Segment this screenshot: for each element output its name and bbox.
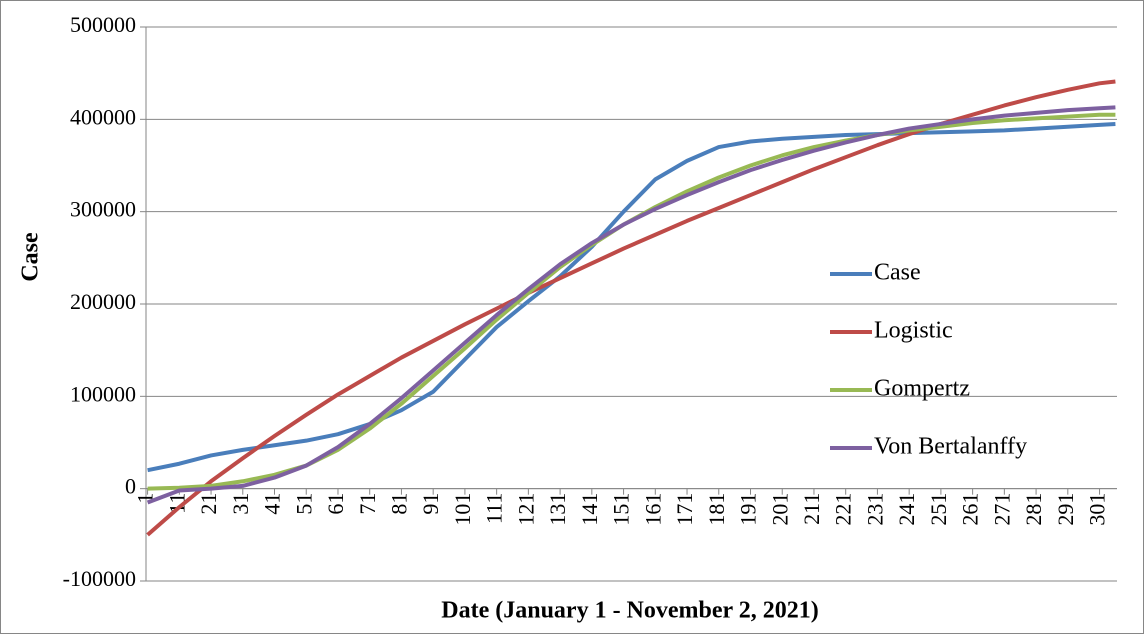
x-tick-label: 161 — [640, 493, 665, 526]
y-tick-label: 400000 — [70, 104, 136, 129]
x-tick-label: 111 — [482, 493, 507, 524]
x-tick-label: 51 — [291, 493, 316, 515]
y-tick-label: -100000 — [63, 566, 136, 591]
x-tick-label: 11 — [164, 493, 189, 514]
x-tick-label: 91 — [418, 493, 443, 515]
line-series — [147, 121, 1116, 473]
x-tick-label: 151 — [609, 493, 634, 526]
x-tick-label: 41 — [260, 493, 285, 515]
x-tick-label: 231 — [862, 493, 887, 526]
x-tick-label: 1 — [133, 493, 158, 504]
x-tick-label: 221 — [831, 493, 856, 526]
x-tick-label: 31 — [228, 493, 253, 515]
x-tick-label: 71 — [355, 493, 380, 515]
x-tick-label: 141 — [577, 493, 602, 526]
legend-label: Logistic — [874, 318, 953, 344]
x-tick-label: 251 — [926, 493, 951, 526]
x-tick-label: 181 — [704, 493, 729, 526]
x-tick-label: 121 — [513, 493, 538, 526]
x-tick-label: 101 — [450, 493, 475, 526]
x-tick-label: 291 — [1053, 493, 1078, 526]
x-tick-label: 61 — [323, 493, 348, 515]
x-tick-label: 301 — [1085, 493, 1110, 526]
x-tick-label: 191 — [736, 493, 761, 526]
x-tick-label: 271 — [989, 493, 1014, 526]
line-series — [146, 79, 1116, 537]
x-tick-label: 241 — [894, 493, 919, 526]
y-tick-label: 500000 — [70, 12, 136, 37]
x-tick-label: 281 — [1021, 493, 1046, 526]
legend-label: Gompertz — [874, 376, 970, 402]
y-tick-label: 0 — [125, 474, 136, 499]
x-tick-label: 261 — [958, 493, 983, 526]
y-tick-label: 300000 — [70, 197, 136, 222]
y-tick-label: 100000 — [70, 381, 136, 406]
x-tick-label: 171 — [672, 493, 697, 526]
x-tick-label: 81 — [386, 493, 411, 515]
x-tick-label: 211 — [799, 493, 824, 525]
y-tick-label: 200000 — [70, 289, 136, 314]
y-axis-title: Case — [18, 232, 44, 282]
x-tick-label: 21 — [196, 493, 221, 515]
x-tick-label: 201 — [767, 493, 792, 526]
legend-label: Von Bertalanffy — [874, 434, 1027, 460]
line-series — [146, 105, 1116, 505]
x-axis-title: Date (January 1 - November 2, 2021) — [441, 598, 819, 624]
legend-label: Case — [874, 260, 921, 286]
x-tick-label: 131 — [545, 493, 570, 526]
